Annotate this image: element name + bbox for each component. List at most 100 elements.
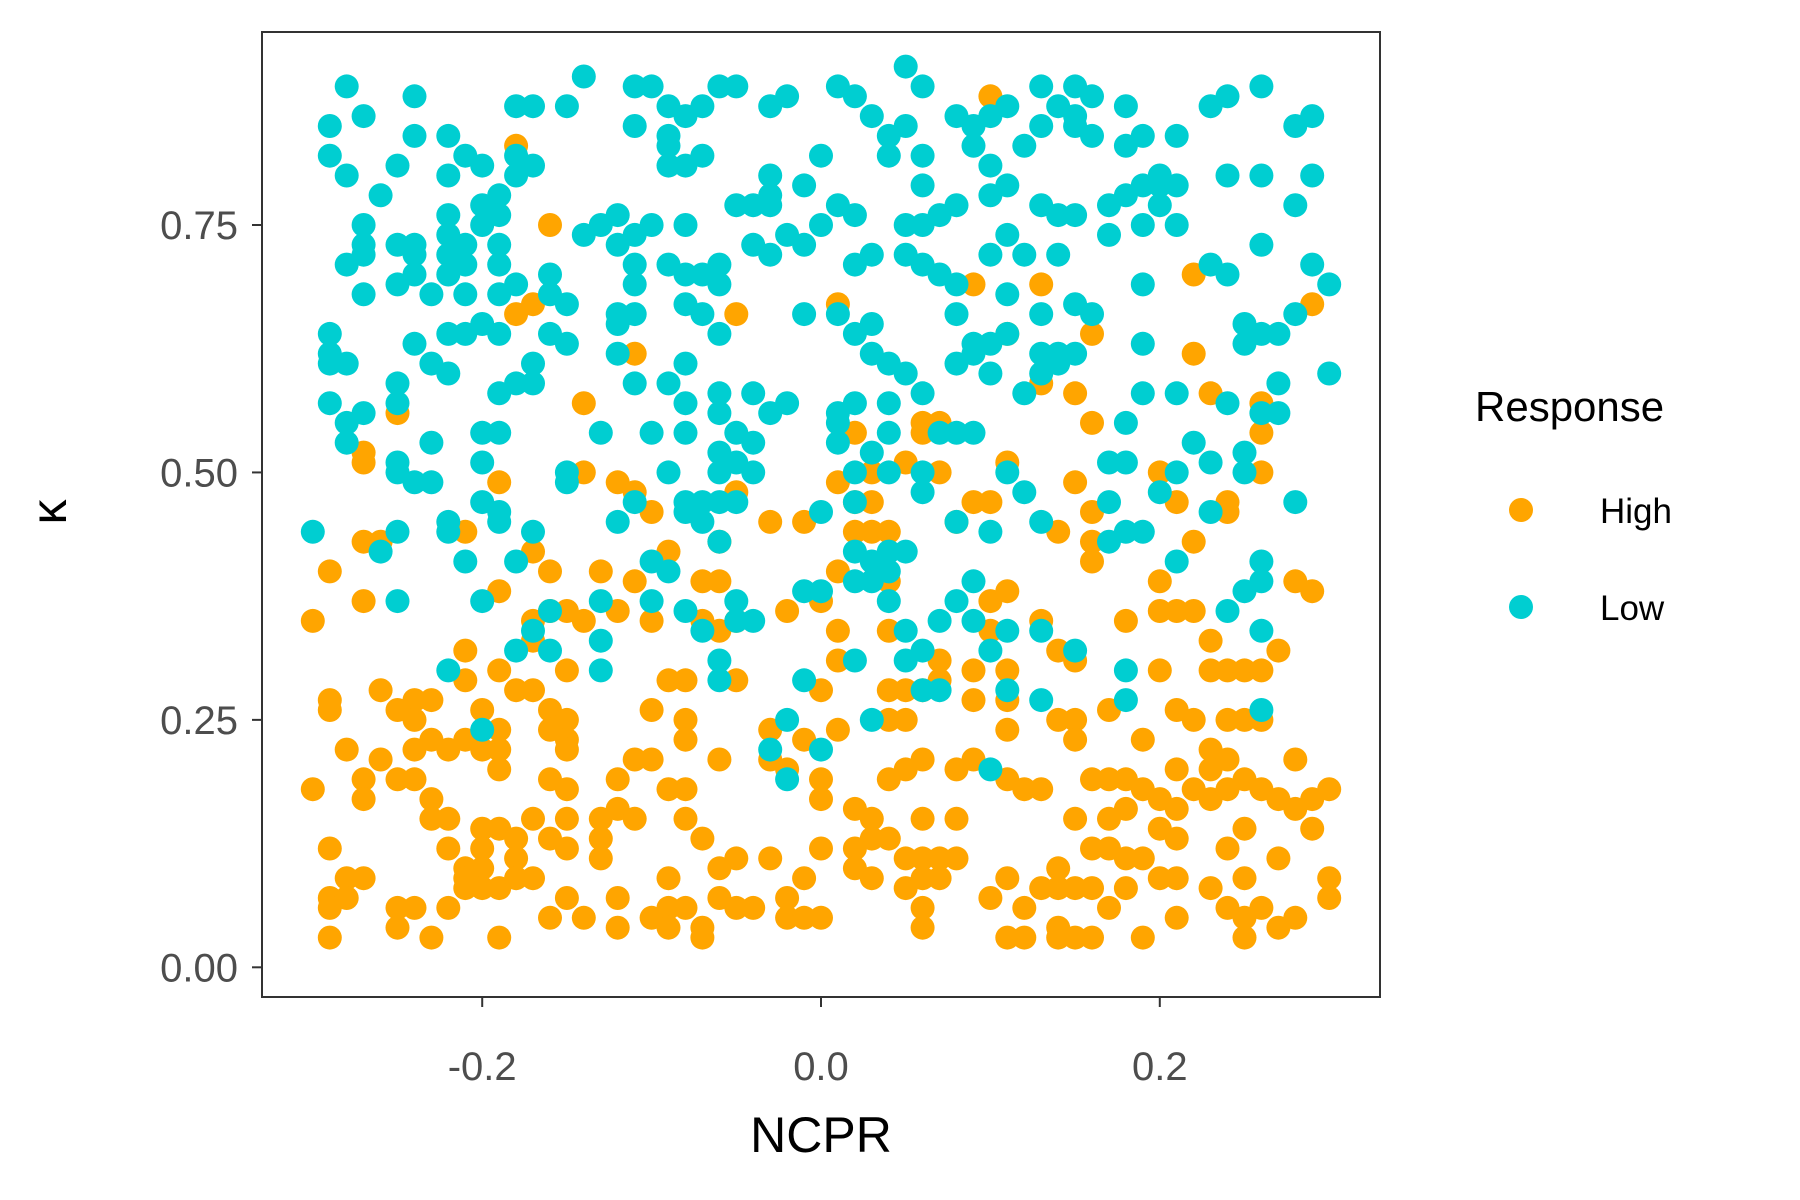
point-low-116 (622, 252, 647, 277)
point-high-185 (876, 618, 901, 643)
point-low-237 (893, 539, 918, 564)
point-high-124 (673, 707, 698, 732)
point-low-344 (1164, 549, 1189, 574)
point-low-311 (1063, 638, 1088, 663)
point-low-210 (842, 460, 867, 485)
point-high-30 (402, 767, 427, 792)
point-low-219 (859, 440, 884, 465)
point-low-256 (944, 193, 969, 218)
point-high-49 (470, 737, 495, 762)
point-low-66 (470, 717, 495, 742)
point-high-5 (317, 836, 342, 861)
point-high-235 (1012, 925, 1037, 950)
point-low-2 (317, 143, 342, 168)
point-low-31 (402, 123, 427, 148)
point-high-293 (1164, 866, 1189, 891)
point-high-157 (792, 866, 817, 891)
point-low-351 (1215, 163, 1240, 188)
point-low-193 (792, 668, 817, 693)
point-high-199 (910, 747, 935, 772)
point-high-265 (1080, 925, 1104, 950)
point-high-28 (402, 707, 427, 732)
point-low-228 (876, 460, 901, 485)
point-high-178 (859, 490, 884, 515)
legend-label-high: High (1600, 492, 1672, 531)
point-high-339 (1300, 579, 1325, 604)
point-low-24 (385, 371, 410, 396)
point-high-106 (605, 915, 630, 940)
point-low-280 (995, 173, 1020, 198)
point-low-313 (1080, 123, 1104, 148)
point-high-119 (656, 777, 681, 802)
point-high-57 (487, 717, 512, 742)
point-low-342 (1164, 381, 1189, 406)
point-low-241 (910, 143, 935, 168)
point-low-83 (504, 638, 529, 663)
point-low-100 (571, 64, 596, 89)
point-low-282 (995, 282, 1020, 307)
point-low-377 (1300, 163, 1325, 188)
point-high-173 (842, 519, 867, 544)
point-low-217 (859, 312, 884, 336)
point-low-301 (1046, 203, 1071, 228)
point-low-93 (538, 599, 562, 623)
point-low-308 (1063, 203, 1088, 228)
x-axis-title: NCPR (750, 1107, 892, 1163)
y-tick-label-2: 0.50 (160, 451, 238, 495)
x-tick-label-1: 0.0 (793, 1045, 849, 1089)
point-high-254 (1063, 806, 1088, 831)
point-low-331 (1130, 272, 1155, 297)
point-low-133 (656, 559, 681, 584)
point-high-330 (1266, 638, 1291, 663)
point-low-125 (639, 589, 664, 614)
point-high-127 (673, 806, 698, 831)
point-high-279 (1130, 925, 1155, 950)
point-low-12 (334, 430, 359, 455)
point-high-215 (961, 272, 986, 297)
point-high-32 (419, 688, 444, 713)
point-low-176 (741, 608, 766, 633)
point-low-197 (809, 579, 833, 604)
point-low-297 (1029, 509, 1054, 534)
point-high-298 (1181, 599, 1206, 623)
point-low-287 (1012, 133, 1037, 158)
point-high-121 (656, 895, 681, 920)
point-high-240 (1029, 777, 1054, 802)
point-low-286 (995, 678, 1020, 703)
point-low-144 (673, 599, 698, 623)
point-high-74 (521, 806, 545, 831)
point-low-122 (639, 213, 664, 237)
point-low-54 (453, 252, 478, 277)
point-low-137 (673, 262, 698, 287)
point-high-16 (351, 767, 376, 792)
point-low-85 (521, 153, 545, 178)
point-high-99 (588, 826, 613, 851)
point-low-369 (1266, 321, 1291, 346)
point-high-202 (910, 866, 935, 891)
point-low-68 (487, 203, 512, 228)
point-high-111 (622, 806, 647, 831)
point-low-53 (453, 232, 478, 257)
point-high-332 (1266, 846, 1291, 871)
point-low-288 (1012, 242, 1037, 267)
point-high-105 (605, 886, 630, 910)
point-low-34 (402, 262, 427, 287)
point-low-178 (758, 163, 783, 188)
point-low-62 (470, 420, 495, 445)
point-low-150 (690, 509, 715, 534)
point-high-183 (876, 519, 901, 544)
point-low-195 (809, 213, 833, 237)
point-low-205 (842, 84, 867, 109)
point-high-163 (809, 836, 833, 861)
point-high-18 (351, 866, 376, 891)
point-high-128 (673, 895, 698, 920)
point-high-4 (317, 698, 342, 722)
point-high-344 (1317, 886, 1342, 910)
point-low-366 (1249, 569, 1274, 594)
point-low-330 (1130, 213, 1155, 237)
point-low-326 (1113, 658, 1138, 683)
point-low-352 (1215, 262, 1240, 287)
point-low-333 (1130, 381, 1155, 406)
point-high-120 (656, 866, 681, 891)
point-high-140 (724, 302, 749, 327)
